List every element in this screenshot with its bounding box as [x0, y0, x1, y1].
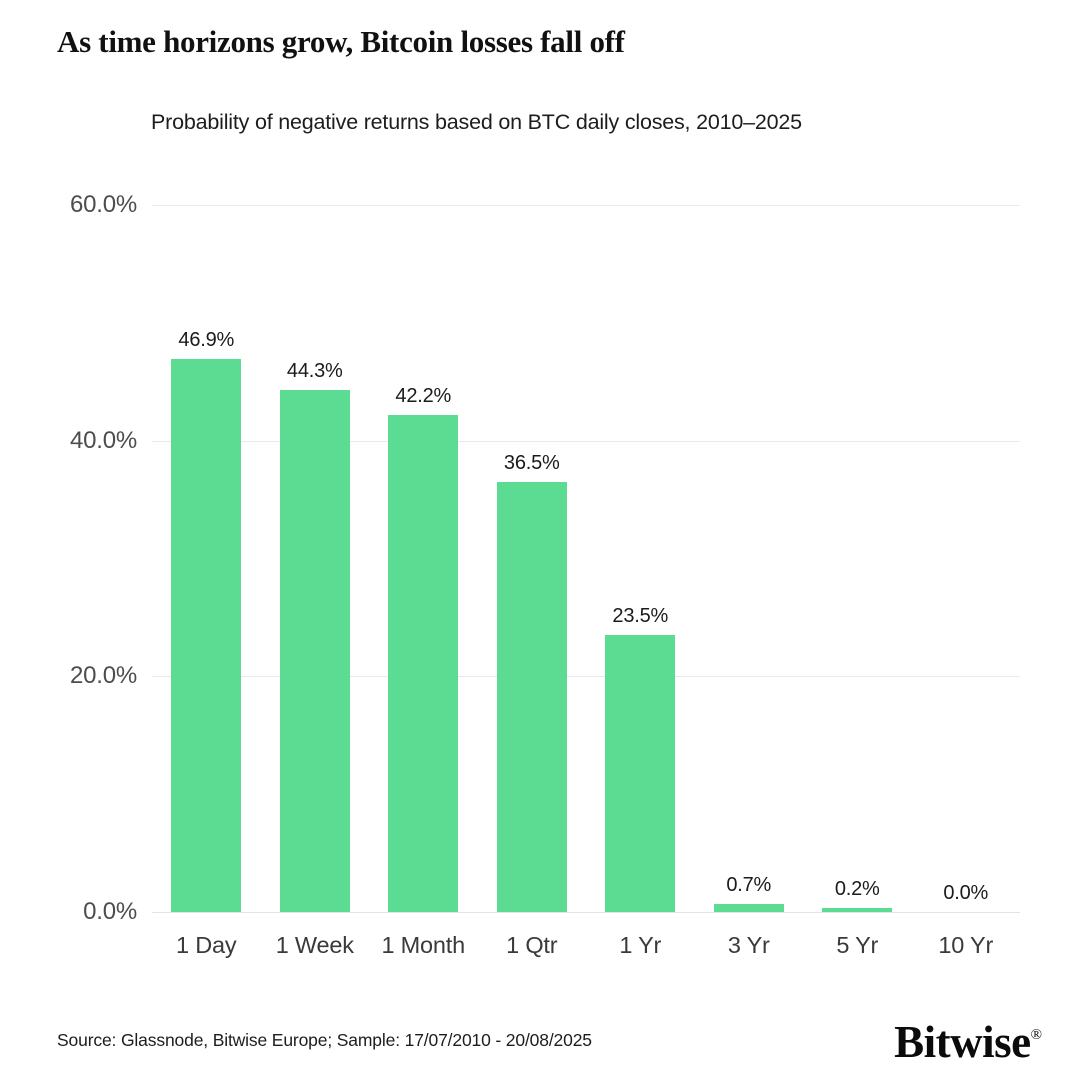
x-axis-tick-label: 1 Day [176, 932, 237, 958]
bar-slot[interactable]: 0.2% [822, 205, 893, 912]
bar-slot[interactable]: 44.3% [279, 205, 350, 912]
x-axis-tick-label: 3 Yr [727, 932, 770, 958]
y-axis-tick-label: 0.0% [83, 898, 137, 925]
bar[interactable] [388, 414, 459, 912]
plot-area [152, 205, 1020, 913]
bar-value-label: 46.9% [178, 329, 235, 352]
bar-slot[interactable]: 0.0% [931, 205, 1001, 912]
bar[interactable] [171, 359, 242, 912]
gridline [152, 440, 1020, 442]
source-note: Source: Glassnode, Bitwise Europe; Sampl… [57, 1030, 592, 1050]
bar-slot[interactable]: 42.2% [388, 205, 459, 912]
bar-value-label: 42.2% [395, 384, 452, 407]
bar-slot[interactable]: 46.9% [171, 205, 242, 912]
gridline [152, 676, 1020, 678]
bar[interactable] [605, 635, 676, 912]
bar-series: 46.9% 44.3% 42.2% 36.5% 23.5% 0.7% 0.2% 0.0% [152, 205, 1020, 912]
x-axis-tick-label: 1 Month [381, 932, 465, 958]
bar-value-label: 44.3% [286, 360, 343, 382]
bar-value-label: 23.5% [612, 605, 669, 628]
x-axis-tick-label: 1 Yr [619, 932, 662, 958]
gridline [152, 912, 1020, 913]
bar-value-label: 0.0% [943, 882, 989, 904]
bar-value-label: 0.2% [834, 878, 880, 900]
x-axis-tick-label: 1 Week [275, 932, 354, 958]
bar-slot[interactable]: 0.7% [713, 205, 784, 912]
bar[interactable] [713, 903, 784, 912]
gridline [152, 205, 1020, 206]
registered-trademark-icon: ® [1030, 1027, 1042, 1043]
bar[interactable] [822, 908, 893, 912]
x-axis-tick-label: 5 Yr [836, 932, 879, 958]
brand-logo: Bitwise® [894, 1016, 1042, 1068]
bar-slot[interactable]: 36.5% [496, 205, 567, 912]
y-axis-tick-label: 20.0% [69, 662, 137, 690]
chart-subtitle: Probability of negative returns based on… [151, 110, 802, 134]
bar-value-label: 36.5% [503, 451, 560, 474]
brand-name: Bitwise [894, 1017, 1031, 1067]
y-axis-tick-label: 40.0% [69, 426, 137, 454]
bar-slot[interactable]: 23.5% [605, 205, 676, 912]
y-axis-tick-label: 60.0% [69, 191, 137, 218]
bar[interactable] [496, 481, 567, 912]
x-axis-tick-label: 1 Qtr [506, 932, 558, 958]
bar[interactable] [279, 390, 350, 912]
bar-value-label: 0.7% [726, 873, 772, 896]
x-axis-tick-label: 10 Yr [938, 932, 994, 958]
page-title: As time horizons grow, Bitcoin losses fa… [57, 24, 625, 59]
